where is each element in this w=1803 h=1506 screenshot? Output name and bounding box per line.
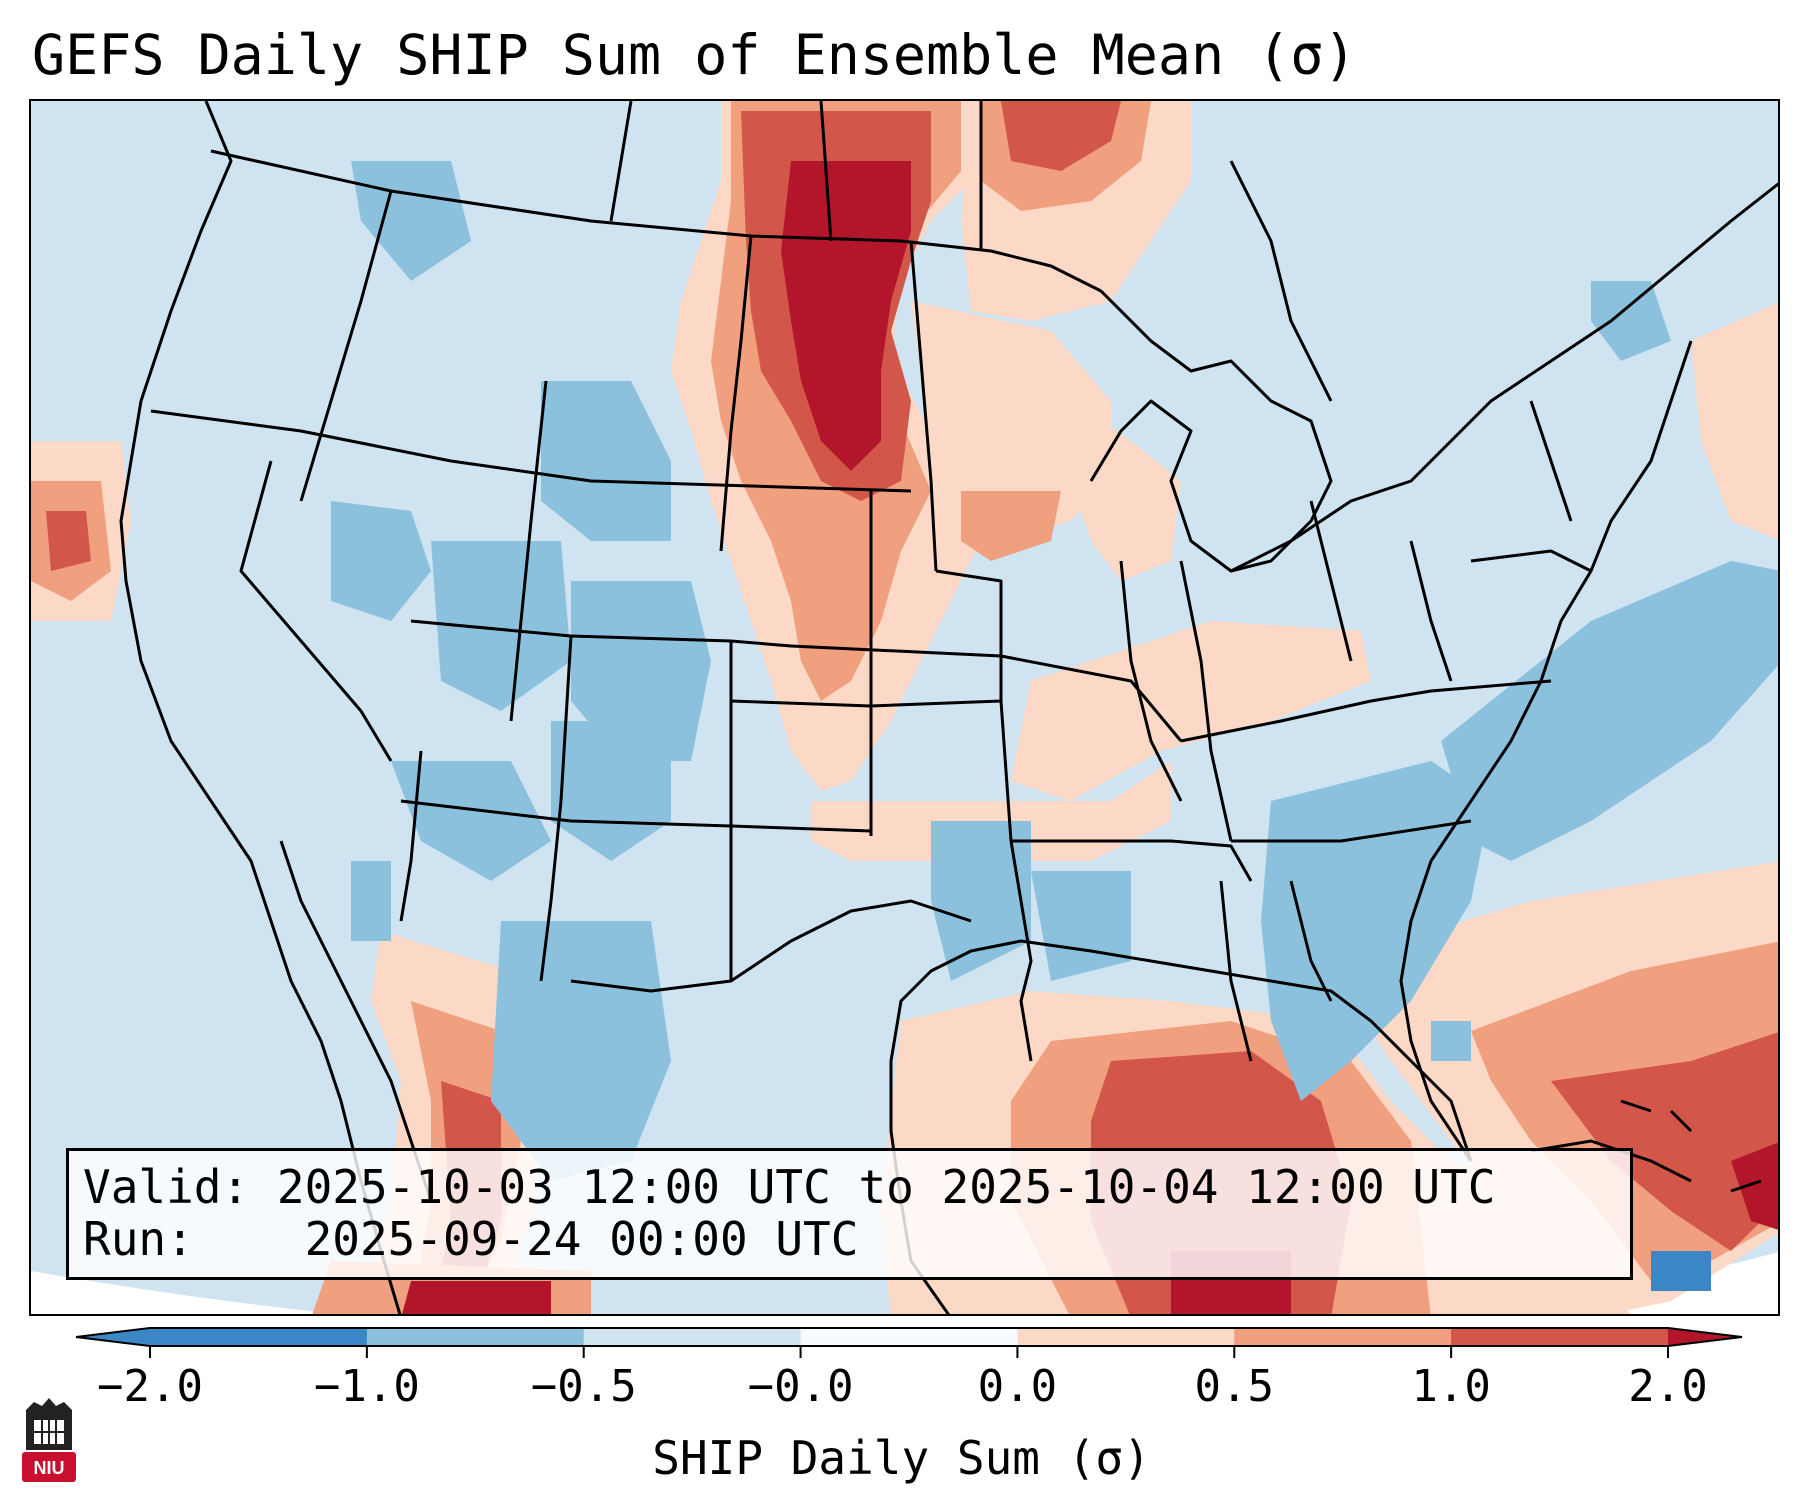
colorbar-extend-low <box>76 1328 150 1346</box>
logo-text: NIU <box>34 1458 65 1478</box>
colorbar-segment <box>583 1328 802 1346</box>
colorbar-segment <box>1017 1328 1235 1346</box>
colorbar-extend-high <box>1668 1328 1742 1346</box>
colorbar-segment <box>1451 1328 1669 1346</box>
chart-title: GEFS Daily SHIP Sum of Ensemble Mean (σ) <box>32 23 1357 87</box>
niu-logo: NIU <box>22 1398 76 1482</box>
valid-value: 2025-10-03 12:00 UTC to 2025-10-04 12:00… <box>276 1160 1496 1214</box>
colorbar-segment <box>366 1328 585 1346</box>
colorbar-tick-label: 1.0 <box>1411 1361 1491 1412</box>
colorbar-tick-label: 2.0 <box>1628 1361 1708 1412</box>
colorbar-tick-label: 0.5 <box>1194 1361 1275 1412</box>
run-label: Run: <box>83 1212 194 1266</box>
state-borders <box>119 101 1778 1314</box>
colorbar-tick-label: −1.0 <box>313 1361 420 1412</box>
run-row: Run: 2025-09-24 00:00 UTC <box>83 1213 1616 1265</box>
valid-label: Valid: <box>83 1160 250 1214</box>
colorbar-tick-label: 0.0 <box>977 1361 1058 1412</box>
colorbar-segment <box>800 1328 1018 1346</box>
colorbar-tick-label: −2.0 <box>97 1361 203 1412</box>
colorbar-segment <box>1234 1328 1452 1346</box>
colorbar <box>75 1327 1743 1358</box>
run-value: 2025-09-24 00:00 UTC <box>304 1212 859 1266</box>
map-canvas <box>31 101 1778 1314</box>
valid-row: Valid: 2025-10-03 12:00 UTC to 2025-10-0… <box>83 1161 1616 1213</box>
colorbar-tick-label: −0.5 <box>530 1361 637 1412</box>
colorbar-label: SHIP Daily Sum (σ) <box>652 1431 1151 1485</box>
colorbar-segment <box>150 1328 368 1346</box>
map-panel <box>29 99 1780 1316</box>
colorbar-tick-label: −0.0 <box>747 1361 854 1412</box>
valid-run-info-box: Valid: 2025-10-03 12:00 UTC to 2025-10-0… <box>66 1148 1633 1280</box>
